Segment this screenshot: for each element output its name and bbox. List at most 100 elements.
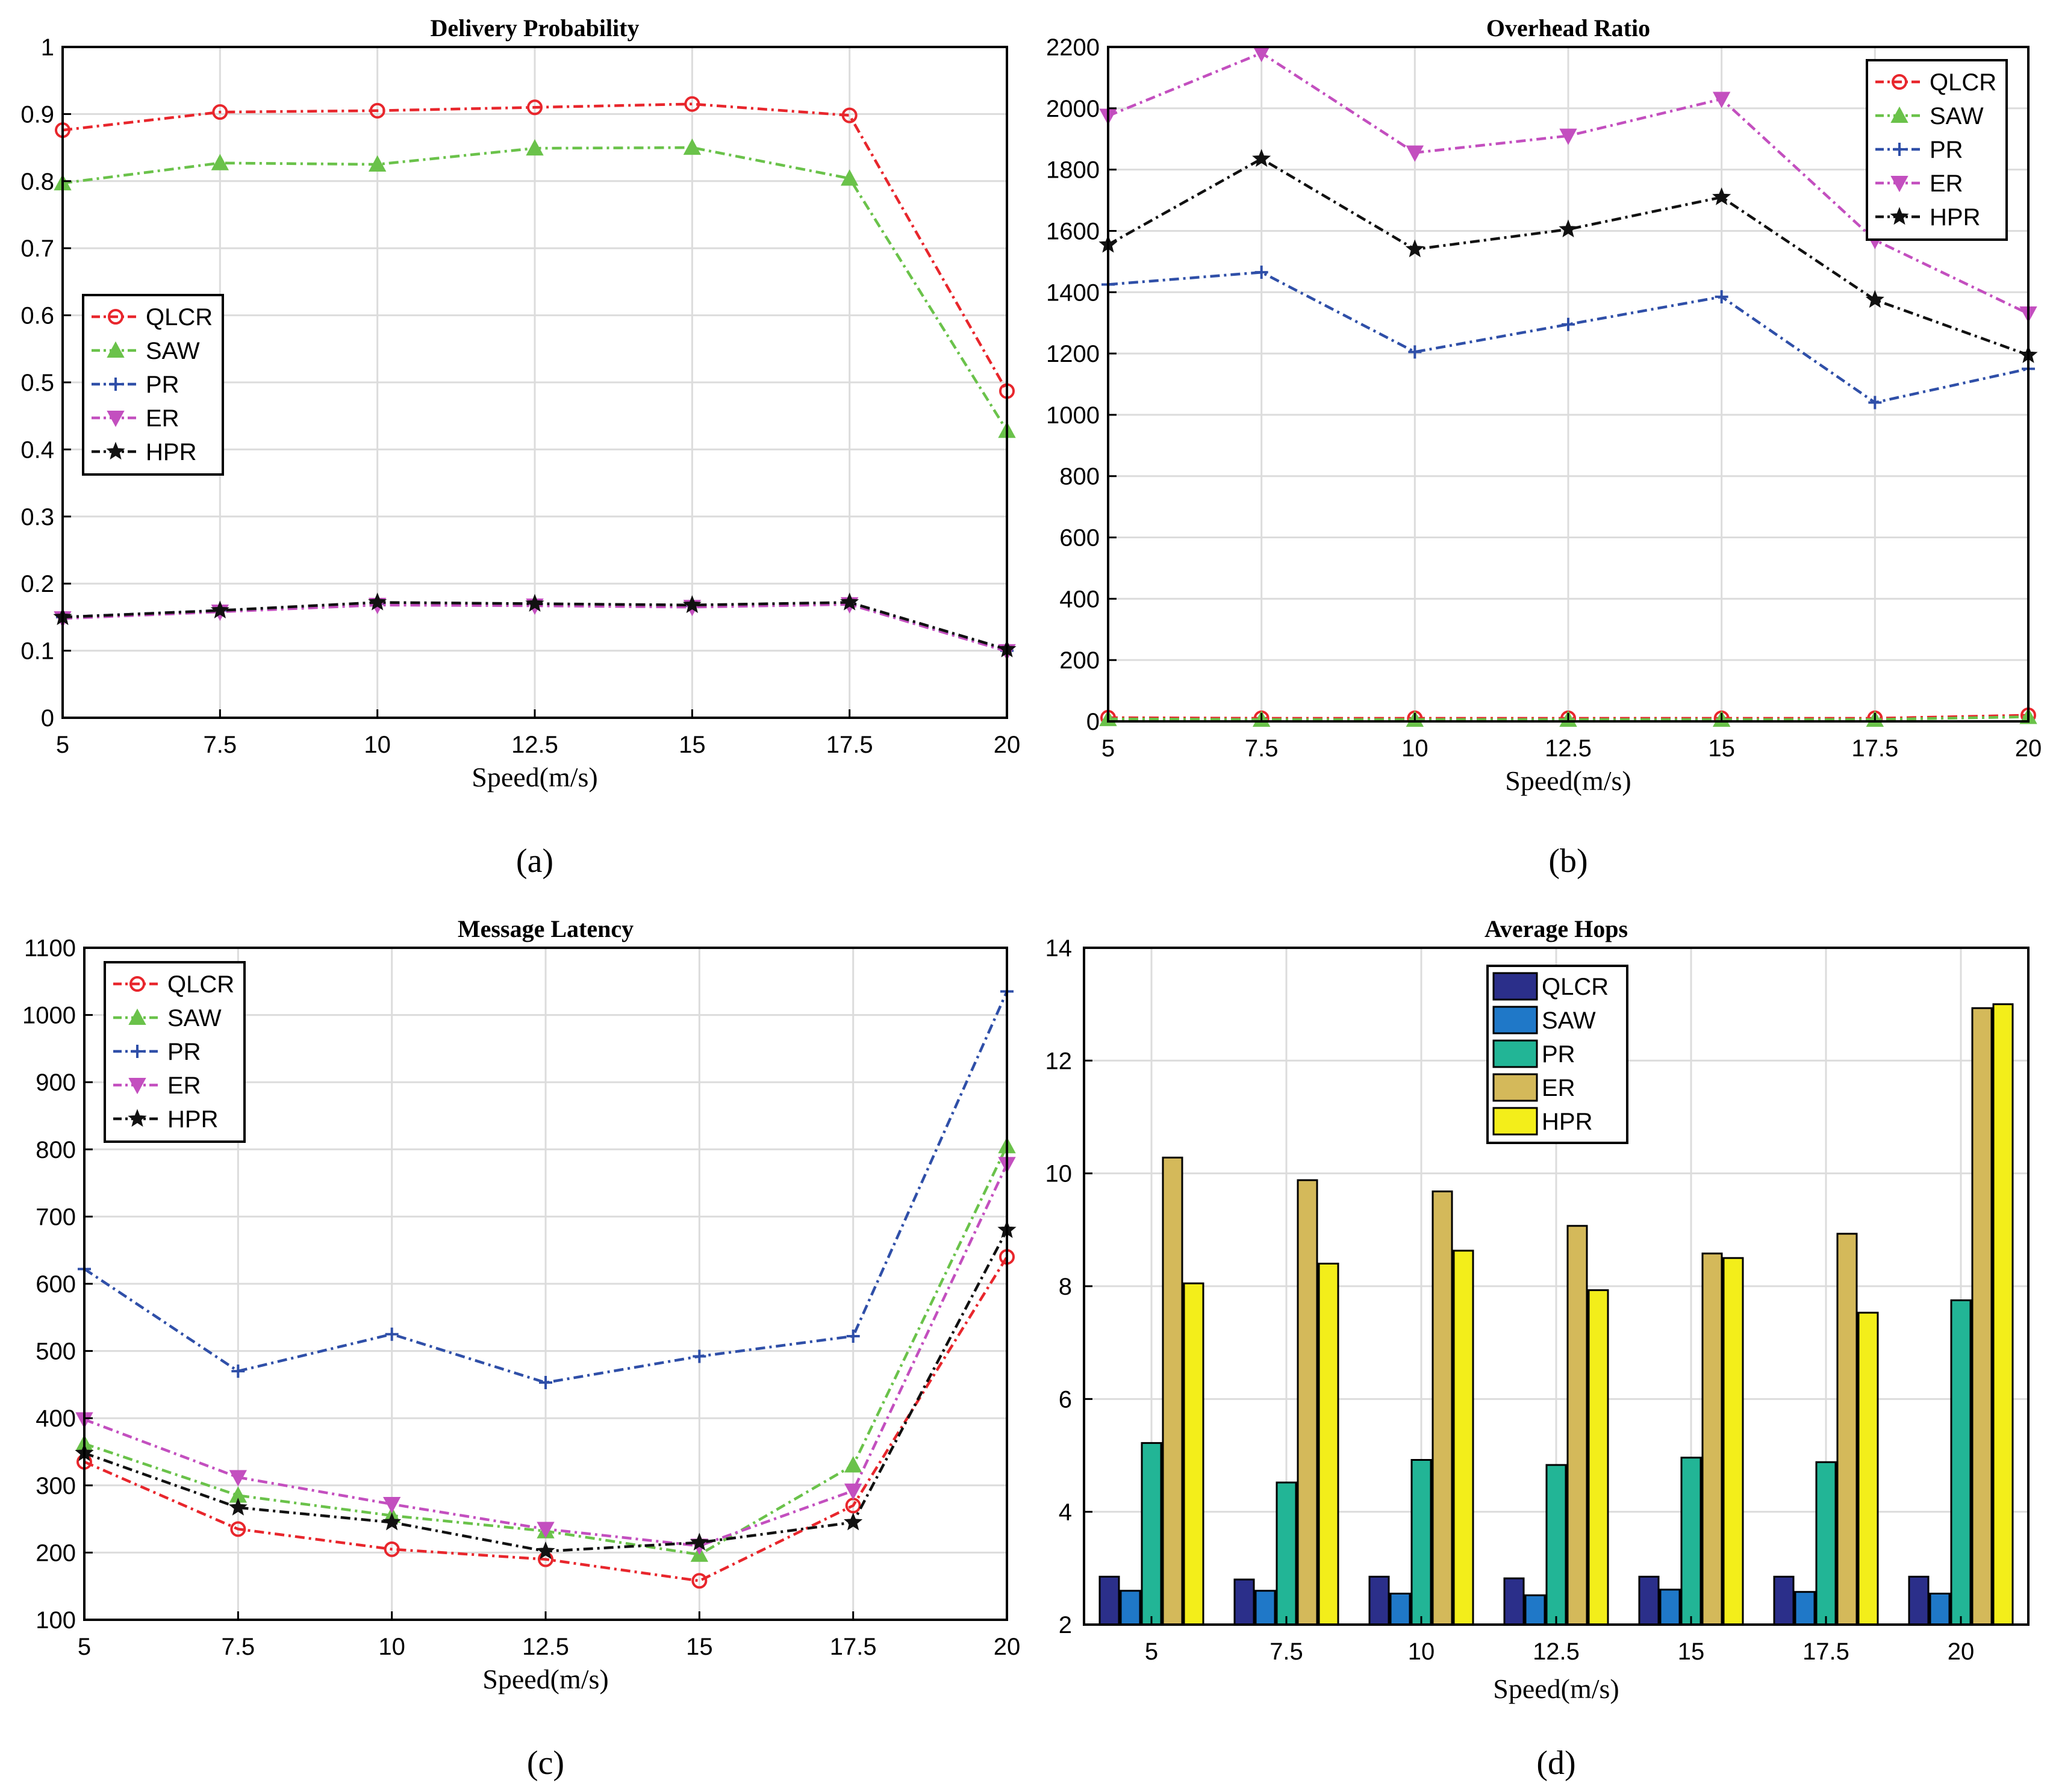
legend-box: [104, 961, 246, 1143]
x-tick-label: 5: [1145, 1638, 1158, 1665]
bar-pr: [1276, 1481, 1297, 1626]
bar-saw: [1794, 1591, 1816, 1626]
chart-title: Average Hops: [1485, 915, 1628, 942]
y-tick-label: 1200: [1046, 341, 1100, 367]
x-tick-label: 7.5: [204, 732, 237, 758]
x-axis-label: Speed(m/s): [482, 1664, 609, 1694]
data-point-pr: [1715, 290, 1728, 303]
bar-er: [1432, 1190, 1453, 1626]
legend-entry-saw: SAW: [92, 338, 200, 364]
y-tick-label: 2000: [1046, 96, 1100, 122]
data-point-saw: [683, 138, 702, 155]
y-tick-label: 10: [1045, 1161, 1073, 1187]
data-point-er: [537, 1522, 555, 1538]
legend-label-pr: PR: [146, 372, 179, 398]
legend-entry-saw: SAW: [1492, 1006, 1596, 1034]
series-saw: [54, 138, 1016, 438]
y-tick-label: 12: [1045, 1048, 1073, 1074]
chart-title: Message Latency: [458, 915, 634, 942]
data-point-qlcr: [212, 104, 228, 120]
y-tick-label: 600: [1059, 525, 1100, 552]
legend-box: [1866, 59, 2008, 241]
data-point-hpr: [1712, 187, 1731, 205]
figure-caption: (a): [516, 842, 553, 880]
legend-entry-qlcr: QLCR: [92, 304, 213, 331]
data-point-qlcr: [841, 107, 858, 123]
bar-qlcr: [1368, 1575, 1390, 1626]
legend-entry-hpr: HPR: [92, 439, 196, 465]
bar-pr: [1950, 1299, 1972, 1626]
bar-qlcr: [1503, 1577, 1525, 1626]
data-point-pr: [231, 1364, 245, 1378]
y-tick-label: 600: [36, 1271, 76, 1298]
bar-pr: [1410, 1459, 1432, 1626]
legend-marker-pr: [131, 1045, 144, 1058]
bar-saw: [1929, 1593, 1951, 1626]
x-tick-label: 10: [378, 1634, 405, 1660]
y-tick-label: 500: [36, 1339, 76, 1365]
data-point-qlcr: [691, 1573, 708, 1589]
legend-entry-hpr: HPR: [1492, 1107, 1592, 1136]
legend-marker-er: [107, 411, 125, 428]
data-point-hpr: [536, 1541, 555, 1560]
data-point-pr: [1562, 317, 1575, 331]
legend-swatch-qlcr: [1492, 972, 1538, 1001]
legend-label-hpr: HPR: [1542, 1109, 1592, 1135]
legend-entry-pr: PR: [1492, 1039, 1575, 1068]
x-tick-label: 5: [1101, 735, 1115, 762]
y-tick-label: 800: [1059, 464, 1100, 490]
x-tick-label: 17.5: [1851, 735, 1898, 762]
y-tick-label: 0.5: [20, 370, 54, 396]
legend-marker-hpr: [1890, 207, 1909, 225]
x-tick-label: 12.5: [1545, 735, 1592, 762]
legend-swatch-er: [1492, 1073, 1538, 1102]
x-tick-label: 15: [1678, 1638, 1705, 1665]
data-point-hpr: [228, 1498, 248, 1516]
legend-entry-saw: SAW: [1875, 103, 1984, 129]
y-tick-label: 0.8: [20, 169, 54, 195]
series-qlcr: [1098, 1575, 1930, 1626]
legend-label-saw: SAW: [1930, 103, 1984, 129]
bar-hpr: [1587, 1289, 1609, 1626]
y-tick-label: 1000: [22, 1003, 76, 1029]
data-point-pr: [846, 1330, 860, 1343]
data-point-hpr: [1252, 149, 1271, 167]
bar-hpr: [1857, 1311, 1879, 1626]
legend-marker-qlcr: [1892, 74, 1907, 90]
data-point-qlcr: [527, 99, 543, 116]
bar-hpr: [1453, 1249, 1474, 1626]
legend: QLCR SAW PR ER HPR: [1486, 965, 1628, 1144]
x-tick-label: 10: [1401, 735, 1428, 762]
bar-saw: [1120, 1590, 1141, 1626]
bar-hpr: [1722, 1257, 1744, 1626]
legend-entry-pr: PR: [113, 1039, 201, 1065]
series-line-qlcr: [84, 1256, 1008, 1582]
y-tick-label: 0.1: [20, 638, 54, 665]
legend-marker-saw: [128, 1008, 146, 1025]
data-point-hpr: [1865, 290, 1884, 308]
x-tick-label: 15: [679, 732, 706, 758]
bar-saw: [1254, 1590, 1276, 1626]
legend-entry-qlcr: QLCR: [113, 971, 234, 998]
legend-marker-pr: [109, 378, 122, 391]
legend-entry-hpr: HPR: [1875, 204, 1980, 231]
legend-entry-er: ER: [92, 405, 179, 432]
delivery-probability-chart: 00.10.20.30.40.50.60.70.80.915 7.5 10 12.5 1…: [20, 14, 1020, 880]
data-point-hpr: [690, 1532, 709, 1551]
y-tick-label: 400: [36, 1405, 76, 1432]
y-tick-label: 0.4: [20, 437, 54, 463]
legend-label-pr: PR: [167, 1039, 201, 1065]
data-point-pr: [1254, 266, 1268, 279]
legend-label-qlcr: QLCR: [1930, 69, 1996, 96]
bar-pr: [1680, 1457, 1702, 1626]
x-tick-label: 15: [686, 1634, 713, 1660]
data-point-pr: [1408, 345, 1422, 359]
data-point-hpr: [1405, 239, 1424, 258]
y-tick-label: 300: [36, 1473, 76, 1499]
legend-label-hpr: HPR: [146, 439, 196, 465]
average-hops-chart: 2 4 6 8 10 12 14 5 7.5 10 12.5 15 17.5 20 Average Hops…: [1045, 915, 2030, 1782]
legend: QLCR SAW PR ER HPR: [1866, 59, 2008, 241]
legend-label-qlcr: QLCR: [1542, 974, 1609, 1000]
y-tick-label: 400: [1059, 586, 1100, 612]
